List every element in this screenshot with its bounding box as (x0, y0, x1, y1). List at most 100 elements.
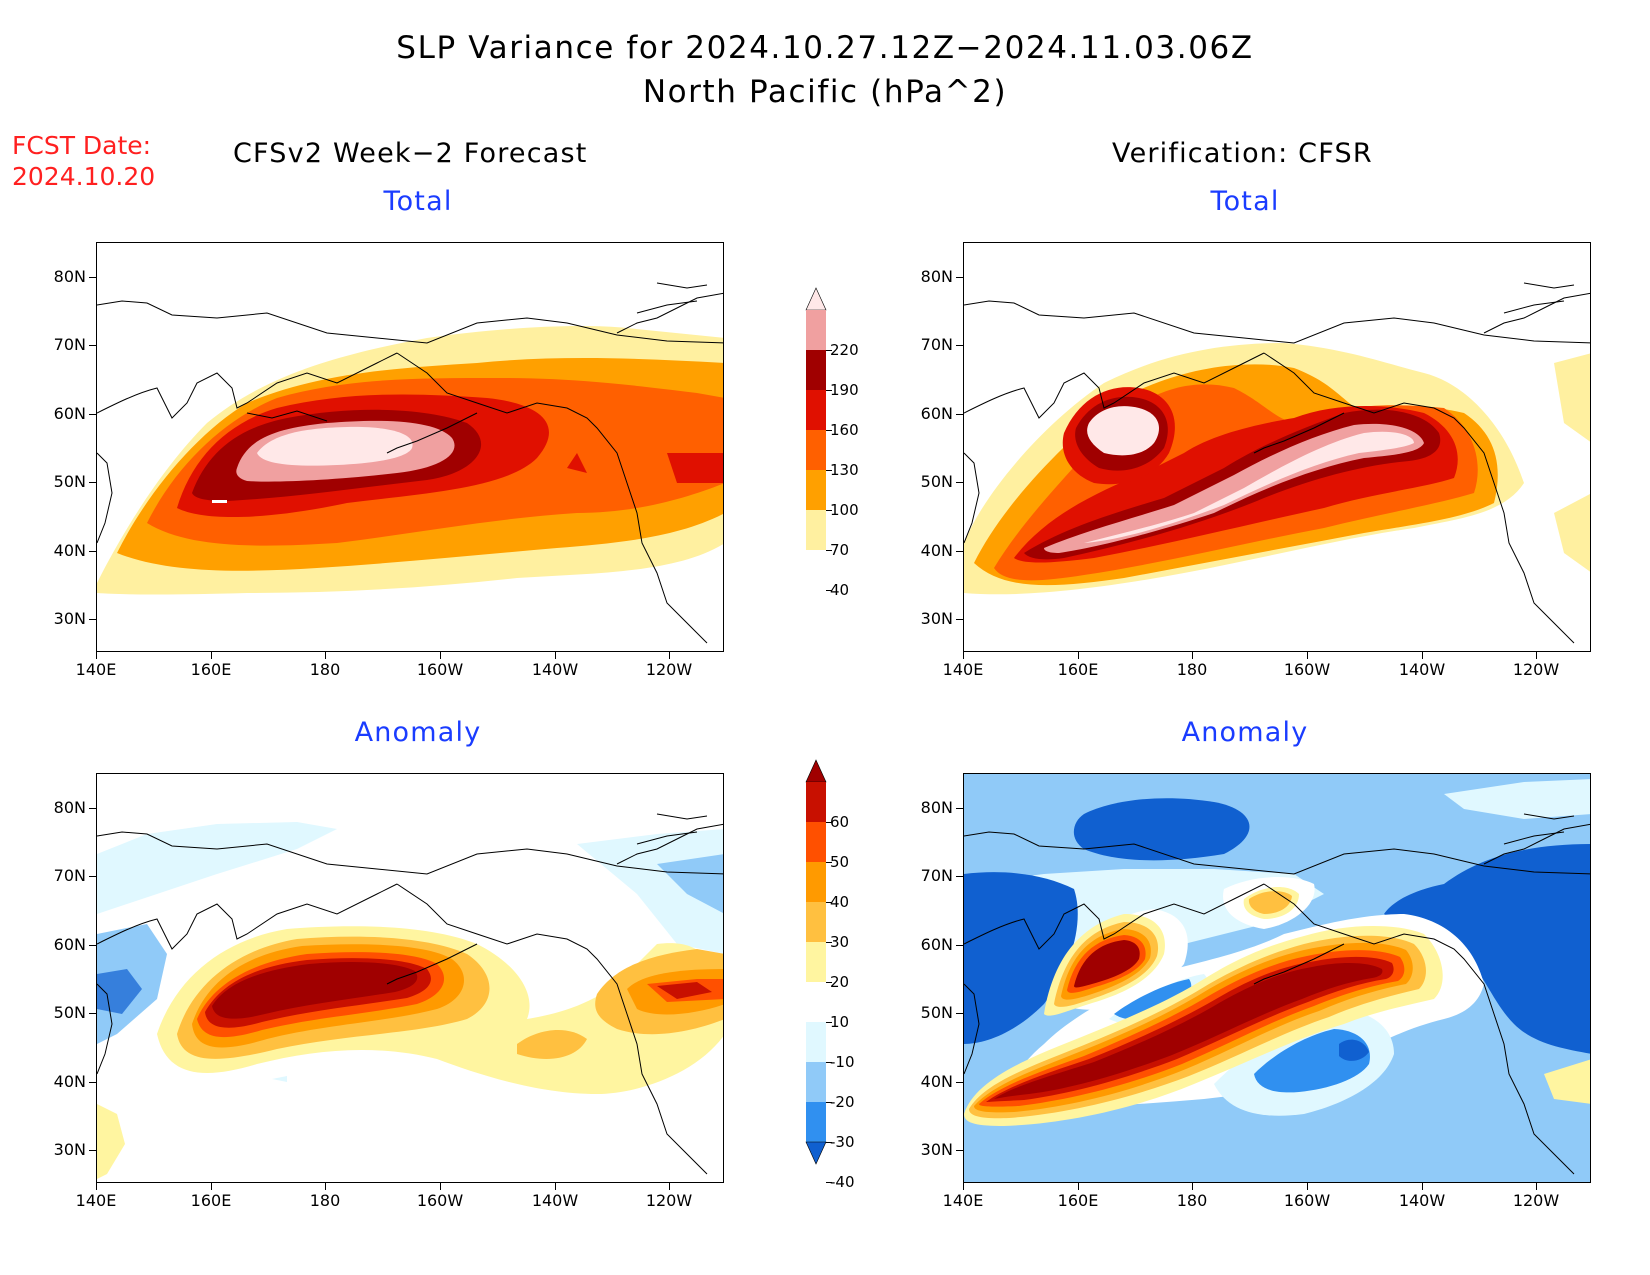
lat-label-tl-2: 60N (53, 404, 86, 423)
lon-label-bl-5: 120W (645, 1191, 693, 1210)
cb-total-label-2: 100 (830, 501, 859, 519)
lat-label-tr-4: 40N (920, 541, 953, 560)
lon-label-tr-0: 140E (942, 660, 984, 679)
lat-tick-br-0 (956, 808, 963, 809)
lon-tick-bl-0 (96, 1183, 97, 1190)
lon-tick-tl-4 (555, 652, 556, 659)
cb-anom-swatch-5 (806, 942, 826, 982)
lat-tick-bl-0 (89, 808, 96, 809)
lon-label-tr-3: 160W (1283, 660, 1331, 679)
cb-total-swatch-1 (806, 470, 826, 510)
cb-total-tick-4 (826, 430, 832, 431)
lat-label-tr-5: 30N (920, 609, 953, 628)
lon-tick-tr-2 (1192, 652, 1193, 659)
cb-anom-swatch-3 (806, 1022, 826, 1062)
lon-tick-tl-2 (325, 652, 326, 659)
cb-total-tick-5 (826, 390, 832, 391)
cb-total-tick-6 (826, 350, 832, 351)
lon-tick-bl-5 (669, 1183, 670, 1190)
cb-anom-tick-9 (826, 822, 832, 823)
cb-anom-label-3: -10 (830, 1053, 855, 1071)
cb-anom-label-5: 20 (830, 973, 850, 991)
lon-label-tl-4: 140W (531, 660, 579, 679)
lat-label-tr-1: 70N (920, 335, 953, 354)
lat-tick-br-5 (956, 1150, 963, 1151)
cb-anom-swatch-2 (806, 1062, 826, 1102)
cb-anom-label-4: 10 (830, 1013, 850, 1031)
lat-tick-br-1 (956, 876, 963, 877)
cb-total-top-triangle (805, 287, 827, 311)
cb-anom-tick-0 (826, 1182, 832, 1183)
lat-label-bl-5: 30N (53, 1140, 86, 1159)
cb-total-label-1: 70 (830, 541, 850, 559)
lon-label-tl-3: 160W (416, 660, 464, 679)
lat-label-tl-4: 40N (53, 541, 86, 560)
lon-label-tl-2: 180 (309, 660, 341, 679)
lat-label-tl-1: 70N (53, 335, 86, 354)
lon-tick-bl-3 (440, 1183, 441, 1190)
cb-total-label-0: 40 (830, 581, 850, 599)
panel-label-forecast-total: Total (383, 186, 453, 217)
lat-label-tr-2: 60N (920, 404, 953, 423)
lon-label-bl-2: 180 (309, 1191, 341, 1210)
lat-tick-tr-1 (956, 345, 963, 346)
lon-label-tl-0: 140E (75, 660, 117, 679)
lat-tick-tl-3 (89, 482, 96, 483)
lat-label-bl-0: 80N (53, 798, 86, 817)
cb-anom-bottom-triangle (805, 1141, 827, 1165)
lat-tick-bl-2 (89, 945, 96, 946)
lon-tick-tr-0 (963, 652, 964, 659)
lon-tick-tl-0 (96, 652, 97, 659)
lat-tick-tl-5 (89, 619, 96, 620)
lon-tick-br-5 (1536, 1183, 1537, 1190)
cb-anom-tick-4 (826, 1022, 832, 1023)
cb-anom-label-7: 40 (830, 893, 850, 911)
lat-label-bl-3: 50N (53, 1003, 86, 1022)
cb-total-label-6: 220 (830, 341, 859, 359)
panel-label-verification-anomaly: Anomaly (1181, 717, 1309, 748)
lon-label-br-4: 140W (1398, 1191, 1446, 1210)
lat-tick-bl-3 (89, 1013, 96, 1014)
lat-label-bl-2: 60N (53, 935, 86, 954)
cb-anom-swatch-8 (806, 822, 826, 862)
left-column-title: CFSv2 Week−2 Forecast (233, 138, 588, 169)
lon-tick-tr-1 (1078, 652, 1079, 659)
lat-label-br-0: 80N (920, 798, 953, 817)
lon-tick-br-0 (963, 1183, 964, 1190)
lat-tick-bl-1 (89, 876, 96, 877)
cb-total-tick-0 (826, 590, 832, 591)
total-colorbar: 40 70 100 130 160 190 220 (805, 287, 859, 618)
lat-label-br-2: 60N (920, 935, 953, 954)
lon-label-tr-1: 160E (1057, 660, 1099, 679)
cb-anom-swatch-4 (806, 982, 826, 1022)
lat-label-tl-0: 80N (53, 267, 86, 286)
cb-anom-label-9: 60 (830, 813, 850, 831)
cb-anom-swatch-7 (806, 862, 826, 902)
lat-tick-bl-5 (89, 1150, 96, 1151)
lon-label-br-0: 140E (942, 1191, 984, 1210)
verification-anomaly-map (963, 773, 1591, 1183)
cb-total-svg (805, 287, 827, 550)
lon-label-tr-5: 120W (1512, 660, 1560, 679)
lat-label-tr-0: 80N (920, 267, 953, 286)
lon-label-tl-1: 160E (190, 660, 232, 679)
cb-total-swatch-3 (806, 390, 826, 430)
lon-label-br-1: 160E (1057, 1191, 1099, 1210)
lat-tick-tl-0 (89, 277, 96, 278)
lat-label-bl-4: 40N (53, 1072, 86, 1091)
right-column-title: Verification: CFSR (1112, 138, 1373, 169)
lat-tick-tl-1 (89, 345, 96, 346)
lon-tick-br-3 (1307, 1183, 1308, 1190)
cb-total-swatch-2 (806, 430, 826, 470)
lon-label-tl-5: 120W (645, 660, 693, 679)
lat-label-br-5: 30N (920, 1140, 953, 1159)
lon-label-tr-2: 180 (1176, 660, 1208, 679)
lon-tick-tr-3 (1307, 652, 1308, 659)
cb-anom-label-0: -40 (830, 1173, 855, 1191)
lon-tick-br-2 (1192, 1183, 1193, 1190)
cb-anom-label-6: 30 (830, 933, 850, 951)
lat-tick-tr-0 (956, 277, 963, 278)
cb-total-tick-1 (826, 550, 832, 551)
lat-tick-tr-4 (956, 551, 963, 552)
fcst-date-label: FCST Date: (12, 131, 152, 160)
